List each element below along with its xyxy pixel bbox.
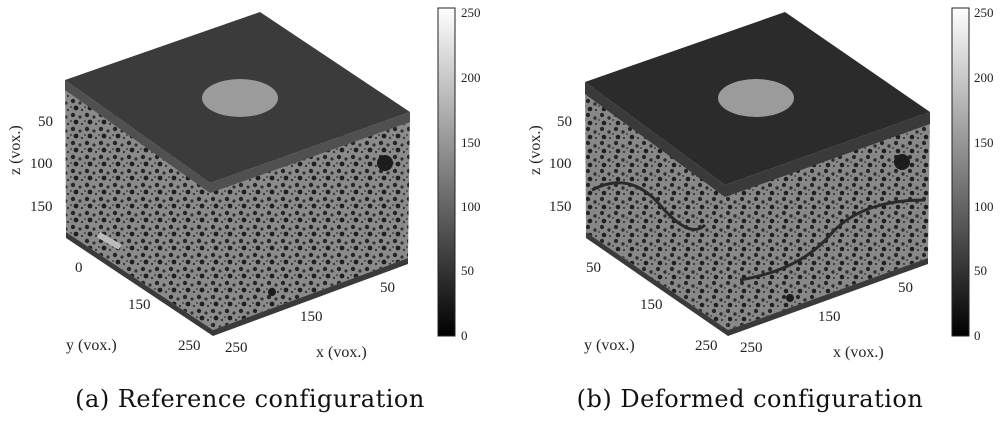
- svg-text:150: 150: [461, 135, 481, 150]
- panel-reference: z (vox.) 50 100 150 0 150 250 y (vox.) 2…: [0, 0, 500, 427]
- y-tick: 250: [178, 338, 201, 354]
- svg-text:50: 50: [461, 263, 474, 278]
- caption-reference: (a) Reference configuration: [0, 385, 500, 427]
- z-axis-label: z (vox.): [7, 125, 24, 175]
- top-disk: [202, 79, 278, 117]
- y-axis-label: y (vox.): [66, 337, 117, 354]
- z-tick: 50: [38, 114, 53, 130]
- z-tick: 50: [557, 114, 572, 130]
- svg-text:50: 50: [974, 263, 987, 278]
- y-tick: 250: [695, 338, 718, 354]
- x-tick: 250: [740, 340, 763, 356]
- svg-text:150: 150: [974, 135, 994, 150]
- svg-text:0: 0: [461, 328, 468, 343]
- panel-deformed: z (vox.) 50 100 150 50 150 250 y (vox.) …: [500, 0, 1000, 427]
- z-tick: 100: [30, 156, 53, 172]
- z-tick: 100: [549, 156, 572, 172]
- top-disk: [718, 79, 794, 117]
- y-tick: 50: [586, 260, 601, 276]
- z-tick: 150: [30, 199, 53, 215]
- x-tick: 150: [300, 309, 323, 325]
- x-tick: 50: [380, 280, 395, 296]
- svg-text:200: 200: [974, 70, 994, 85]
- y-axis-label: y (vox.): [584, 337, 635, 354]
- svg-text:250: 250: [461, 5, 481, 20]
- colorbar: 250 200 150 100 50 0: [952, 5, 994, 343]
- svg-text:250: 250: [974, 5, 994, 20]
- volume-figure-deformed: z (vox.) 50 100 150 50 150 250 y (vox.) …: [500, 0, 1000, 385]
- x-tick: 50: [898, 280, 913, 296]
- y-tick: 150: [640, 297, 663, 313]
- x-tick: 150: [818, 309, 841, 325]
- svg-text:100: 100: [461, 199, 481, 214]
- y-tick: 150: [128, 297, 151, 313]
- z-tick: 150: [549, 199, 572, 215]
- caption-deformed: (b) Deformed configuration: [500, 385, 1000, 427]
- z-axis-label: z (vox.): [527, 125, 544, 175]
- svg-text:0: 0: [974, 328, 981, 343]
- x-axis-label: x (vox.): [833, 344, 884, 361]
- volume-figure-reference: z (vox.) 50 100 150 0 150 250 y (vox.) 2…: [0, 0, 500, 385]
- colorbar: 250 200 150 100 50 0: [438, 5, 481, 343]
- svg-text:200: 200: [461, 70, 481, 85]
- y-tick: 0: [75, 260, 83, 276]
- x-tick: 250: [225, 340, 248, 356]
- svg-text:100: 100: [974, 199, 994, 214]
- x-axis-label: x (vox.): [316, 344, 367, 361]
